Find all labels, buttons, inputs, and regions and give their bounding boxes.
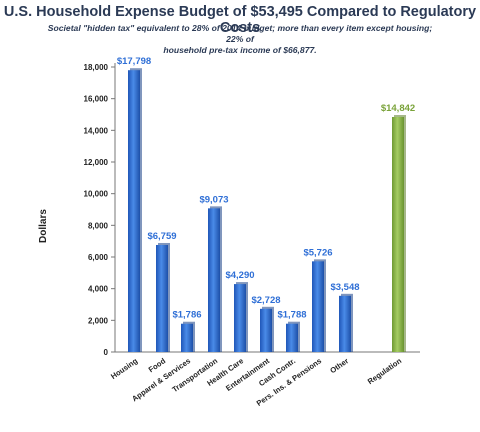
y-tick-label: 18,000: [84, 63, 109, 72]
chart-title: U.S. Household Expense Budget of $53,495…: [3, 4, 477, 36]
data-label: $3,548: [330, 282, 359, 293]
bar-expense: [312, 261, 324, 352]
y-tick-label: 12,000: [84, 158, 109, 167]
data-label: $1,788: [277, 310, 306, 321]
y-axis-label: Dollars: [38, 209, 49, 243]
bar-expense: [181, 323, 193, 352]
y-tick-label: 0: [104, 348, 109, 357]
bar-expense: [339, 295, 351, 352]
subtitle-line-1: Societal "hidden tax" equivalent to 28% …: [47, 23, 433, 44]
subtitle-line-2: household pre-tax income of $66,877.: [163, 45, 317, 55]
data-label: $2,728: [251, 295, 280, 306]
y-tick-label: 6,000: [88, 253, 109, 262]
category-label: Other: [328, 356, 350, 375]
bar-expense: [286, 323, 298, 352]
y-tick-label: 2,000: [88, 316, 109, 325]
y-tick-label: 4,000: [88, 285, 109, 294]
chart-subtitle: Societal "hidden tax" equivalent to 28% …: [40, 23, 440, 56]
y-tick-label: 14,000: [84, 126, 109, 135]
data-label: $9,073: [199, 194, 228, 205]
bar-expense: [208, 208, 220, 352]
data-label: $6,759: [147, 231, 176, 242]
y-tick-label: 8,000: [88, 221, 109, 230]
bar-regulation: [392, 117, 404, 352]
data-label: $1,786: [172, 310, 201, 321]
category-label: Regulation: [366, 356, 404, 386]
bar-expense: [260, 308, 272, 352]
bar-expense: [156, 244, 168, 352]
data-label: $14,842: [381, 103, 415, 114]
data-label: $17,798: [117, 56, 151, 67]
data-label: $5,726: [303, 247, 332, 258]
y-tick-label: 16,000: [84, 95, 109, 104]
bar-expense: [234, 284, 246, 352]
y-tick-label: 10,000: [84, 190, 109, 199]
data-label: $4,290: [225, 270, 254, 281]
bar-expense: [128, 70, 140, 352]
category-label: Housing: [109, 356, 139, 381]
